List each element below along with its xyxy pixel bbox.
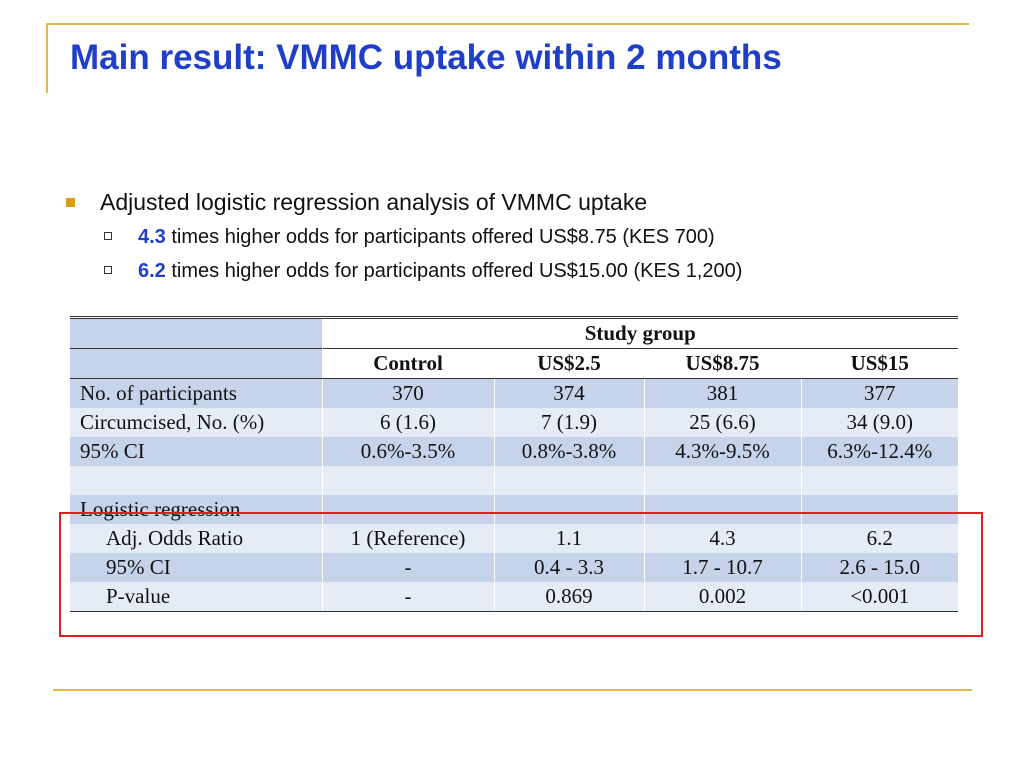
sub-bullet-1: 4.3 times higher odds for participants o… [66,222,966,252]
table-cell: 6.2 [800,524,958,553]
table-cell: 374 [493,378,644,408]
column-header-control: Control [321,348,494,379]
table-row: 95% CI 0.6%-3.5% 0.8%-3.8% 4.3%-9.5% 6.3… [70,437,958,466]
left-rule [46,23,48,93]
column-header-us15: US$15 [800,348,958,379]
table-cell: 0.6%-3.5% [321,437,494,466]
table-cell: - [321,553,494,582]
table-cell [643,466,801,495]
table-row: No. of participants 370 374 381 377 [70,378,958,408]
sub-bullet-2: 6.2 times higher odds for participants o… [66,256,966,286]
table-cell: <0.001 [800,582,958,612]
table-cell [800,466,958,495]
table-cell: 1.1 [493,524,644,553]
table-cell [70,348,322,379]
table-cell: 25 (6.6) [643,408,801,437]
table-cell: 4.3 [643,524,801,553]
table-cell: 6.3%-12.4% [800,437,958,466]
table-cell: 0.4 - 3.3 [493,553,644,582]
study-group-header: Study group [321,316,958,349]
table-cell: 0.002 [643,582,801,612]
table-cell: 7 (1.9) [493,408,644,437]
row-label: 95% CI [70,437,322,466]
square-bullet-icon [66,198,75,207]
table-cell: 34 (9.0) [800,408,958,437]
table-row: 95% CI - 0.4 - 3.3 1.7 - 10.7 2.6 - 15.0 [70,553,958,582]
slide-title: Main result: VMMC uptake within 2 months [70,38,782,77]
bottom-rule [53,689,972,691]
row-label: Circumcised, No. (%) [70,408,322,437]
column-header-us8-75: US$8.75 [643,348,801,379]
odds-value: 6.2 [138,260,166,282]
top-rule [46,23,969,25]
row-label: Logistic regression [70,495,322,524]
table-column-header-row: Control US$2.5 US$8.75 US$15 [70,348,958,379]
table-cell [643,495,801,524]
column-header-us2-5: US$2.5 [493,348,644,379]
table-cell: 6 (1.6) [321,408,494,437]
table-row: P-value - 0.869 0.002 <0.001 [70,582,958,612]
logistic-regression-highlight-box [59,512,983,637]
row-label: 95% CI [70,553,322,582]
bullet-main: Adjusted logistic regression analysis of… [66,186,966,218]
results-table-wrap: Study group Control US$2.5 US$8.75 US$15… [70,316,958,612]
hollow-square-bullet-icon [104,232,112,240]
table-cell: 377 [800,378,958,408]
table-row: Circumcised, No. (%) 6 (1.6) 7 (1.9) 25 … [70,408,958,437]
table-header-row: Study group [70,316,958,349]
table-cell: - [321,582,494,612]
table-cell: 1 (Reference) [321,524,494,553]
table-cell: 370 [321,378,494,408]
table-row: Logistic regression [70,495,958,524]
bullet-main-text: Adjusted logistic regression analysis of… [100,189,648,215]
table-row [70,466,958,495]
hollow-square-bullet-icon [104,266,112,274]
table-cell: 0.869 [493,582,644,612]
table-cell [70,316,322,349]
table-cell: 0.8%-3.8% [493,437,644,466]
table-row: Adj. Odds Ratio 1 (Reference) 1.1 4.3 6.… [70,524,958,553]
table-cell: 4.3%-9.5% [643,437,801,466]
table-cell [800,495,958,524]
table-cell [321,495,494,524]
odds-value: 4.3 [138,226,166,248]
table-cell: 1.7 - 10.7 [643,553,801,582]
row-label [70,466,322,495]
results-table: Study group Control US$2.5 US$8.75 US$15… [70,316,958,612]
row-label: Adj. Odds Ratio [70,524,322,553]
row-label: P-value [70,582,322,612]
table-cell: 2.6 - 15.0 [800,553,958,582]
table-cell [493,466,644,495]
sub-bullet-text: times higher odds for participants offer… [165,260,743,282]
row-label: No. of participants [70,378,322,408]
table-cell: 381 [643,378,801,408]
bullet-list: Adjusted logistic regression analysis of… [66,186,966,286]
sub-bullet-text: times higher odds for participants offer… [165,226,715,248]
table-cell [493,495,644,524]
table-cell [321,466,494,495]
